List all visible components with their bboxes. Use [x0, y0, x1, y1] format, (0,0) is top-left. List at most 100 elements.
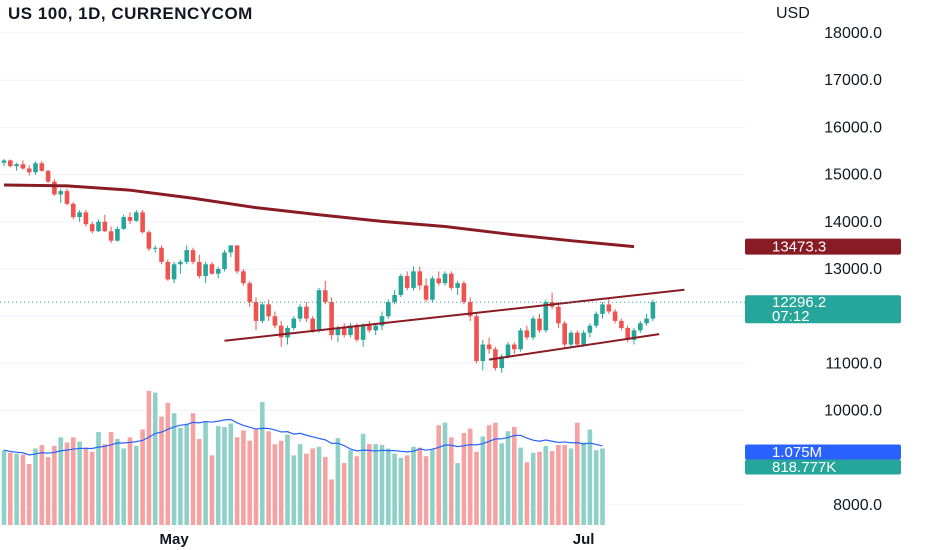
candle-body: [518, 330, 523, 350]
candle-body: [14, 164, 19, 167]
candle: [449, 271, 454, 291]
candle: [417, 266, 423, 291]
candle: [266, 299, 271, 321]
volume-bar: [329, 479, 334, 525]
candle: [26, 165, 32, 176]
candle-body: [404, 276, 410, 288]
candle: [612, 309, 618, 324]
candle: [549, 292, 555, 310]
candle-body: [115, 228, 120, 241]
volume-moving-average: [3, 418, 603, 456]
volume-bar: [316, 446, 322, 525]
volume-bar: [404, 455, 410, 525]
candle: [20, 160, 26, 170]
volume-bars: [1, 390, 605, 525]
price-tag: 818.777K: [745, 459, 901, 476]
volume-bar: [505, 431, 511, 525]
price-tag: 12296.207:12: [745, 294, 901, 325]
candle-body: [556, 306, 561, 324]
volume-bar: [461, 432, 467, 525]
candle: [215, 266, 221, 279]
candle-body: [530, 318, 536, 338]
candle-body: [512, 344, 517, 350]
volume-bar: [184, 423, 189, 525]
candle: [593, 311, 599, 328]
time-axis[interactable]: May Jul: [160, 531, 595, 548]
candle-body: [373, 325, 378, 331]
price-tag-label: 818.777K: [772, 459, 836, 476]
price-tag-box: [745, 459, 901, 475]
candle: [386, 299, 391, 319]
candle-body: [272, 316, 278, 326]
volume-bar: [134, 445, 139, 525]
candle-body: [638, 323, 643, 331]
volume-bar: [493, 422, 498, 525]
candle: [102, 214, 108, 233]
candle: [360, 323, 366, 347]
price-axis[interactable]: USD 18000.0 17000.0 16000.0 15000.0 14000.0 13…: [776, 5, 882, 514]
candle: [480, 339, 486, 371]
volume-bar: [518, 447, 523, 525]
volume-bar: [499, 443, 504, 525]
price-tag-box: [745, 238, 901, 255]
volume-bar: [480, 436, 486, 525]
candle-body: [197, 261, 202, 277]
candle-body: [486, 344, 492, 350]
candle-body: [234, 245, 240, 272]
candle-body: [568, 332, 574, 345]
candle-body: [417, 271, 423, 286]
candle-body: [83, 212, 89, 225]
volume-bar: [197, 439, 202, 525]
volume-bar: [45, 457, 51, 525]
candle-body: [171, 264, 177, 280]
volume-bar: [278, 440, 284, 525]
candle-body: [436, 278, 441, 284]
candle: [234, 245, 240, 274]
volume-bar: [39, 445, 45, 525]
candle: [530, 316, 536, 340]
volume-bar: [310, 448, 315, 525]
volume-bar: [575, 422, 580, 525]
volume-bar: [64, 442, 70, 525]
candle: [108, 226, 114, 244]
candle: [285, 325, 290, 345]
candle: [323, 280, 328, 305]
price-tag-box: [745, 295, 901, 324]
y-tick-label: 14000.0: [824, 214, 882, 231]
candle-body: [297, 306, 303, 319]
candle: [178, 259, 183, 274]
volume-bar: [165, 402, 171, 525]
candle-body: [278, 325, 284, 338]
candle-body: [612, 311, 618, 321]
channel-upper-line: [224, 288, 685, 342]
candle: [260, 302, 265, 324]
volume-bar: [297, 444, 303, 525]
trend-overlays: [0, 183, 745, 361]
volume-bar: [581, 442, 586, 525]
candle: [159, 245, 164, 265]
volume-bar: [89, 451, 95, 525]
volume-bar: [367, 444, 372, 525]
candle: [228, 245, 234, 258]
currency-label: USD: [776, 5, 810, 22]
candle-body: [165, 261, 171, 280]
volume-bar: [392, 453, 397, 525]
candle-body: [140, 212, 145, 233]
volume-bar: [247, 440, 252, 525]
candle-body: [26, 168, 32, 173]
volume-bar: [102, 444, 108, 525]
candles[interactable]: [1, 159, 656, 373]
candle: [77, 210, 82, 222]
volume-bar: [228, 423, 234, 525]
volume-bar: [33, 448, 38, 525]
volume-bar: [58, 437, 63, 525]
volume-bar: [556, 445, 561, 525]
candle: [64, 188, 70, 206]
candle: [379, 311, 385, 331]
chart-title: US 100, 1D, CURRENCYCOM: [8, 4, 253, 23]
candle: [398, 273, 404, 298]
candle-body: [316, 290, 322, 331]
candle-body: [45, 170, 51, 182]
candle-body: [323, 290, 328, 303]
